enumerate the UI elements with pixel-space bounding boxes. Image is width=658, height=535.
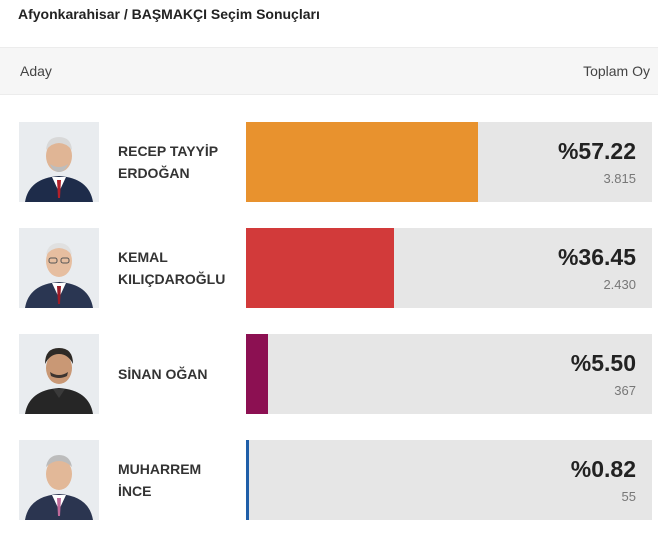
candidate-row: MUHARREM İNCE %0.82 55 (0, 440, 658, 520)
vote-bar-fill (246, 440, 250, 520)
candidate-photo (19, 334, 99, 414)
candidate-name-line1: SİNAN OĞAN (118, 366, 208, 382)
candidate-photo (19, 122, 99, 202)
vote-count: 367 (614, 383, 636, 398)
vote-bar-track: %5.50 367 (246, 334, 652, 414)
candidate-name-line2: ERDOĞAN (118, 165, 190, 181)
candidate-row: RECEP TAYYİP ERDOĞAN %57.22 3.815 (0, 122, 658, 202)
vote-bar-fill (246, 122, 479, 202)
table-header: Aday Toplam Oy (0, 47, 658, 95)
candidate-name-line1: RECEP TAYYİP (118, 143, 219, 159)
vote-percentage: %5.50 (570, 350, 636, 376)
vote-count: 2.430 (603, 277, 636, 292)
candidate-name: MUHARREM İNCE (118, 440, 238, 520)
candidate-photo (19, 440, 99, 520)
vote-bar-fill (246, 228, 394, 308)
header-total-votes-label: Toplam Oy (583, 63, 650, 79)
candidate-name: SİNAN OĞAN (118, 334, 238, 414)
candidate-name-line1: KEMAL (118, 249, 168, 265)
candidate-row: KEMAL KILIÇDAROĞLU %36.45 2.430 (0, 228, 658, 308)
vote-percentage: %57.22 (557, 138, 636, 164)
vote-bar-track: %57.22 3.815 (246, 122, 652, 202)
vote-bar-track: %0.82 55 (246, 440, 652, 520)
page-title: Afyonkarahisar / BAŞMAKÇI Seçim Sonuçlar… (18, 6, 320, 22)
vote-count: 55 (621, 489, 636, 504)
candidate-name-line1: MUHARREM (118, 461, 202, 477)
vote-percentage: %36.45 (557, 244, 636, 270)
header-candidate-label: Aday (20, 63, 52, 79)
candidate-photo (19, 228, 99, 308)
vote-bar-track: %36.45 2.430 (246, 228, 652, 308)
vote-count: 3.815 (603, 171, 636, 186)
vote-percentage: %0.82 (570, 456, 636, 482)
candidate-name: KEMAL KILIÇDAROĞLU (118, 228, 238, 308)
candidate-name-line2: İNCE (118, 483, 152, 499)
candidate-name-line2: KILIÇDAROĞLU (118, 271, 226, 287)
vote-bar-fill (246, 334, 269, 414)
candidate-name: RECEP TAYYİP ERDOĞAN (118, 122, 238, 202)
candidate-row: SİNAN OĞAN %5.50 367 (0, 334, 658, 414)
